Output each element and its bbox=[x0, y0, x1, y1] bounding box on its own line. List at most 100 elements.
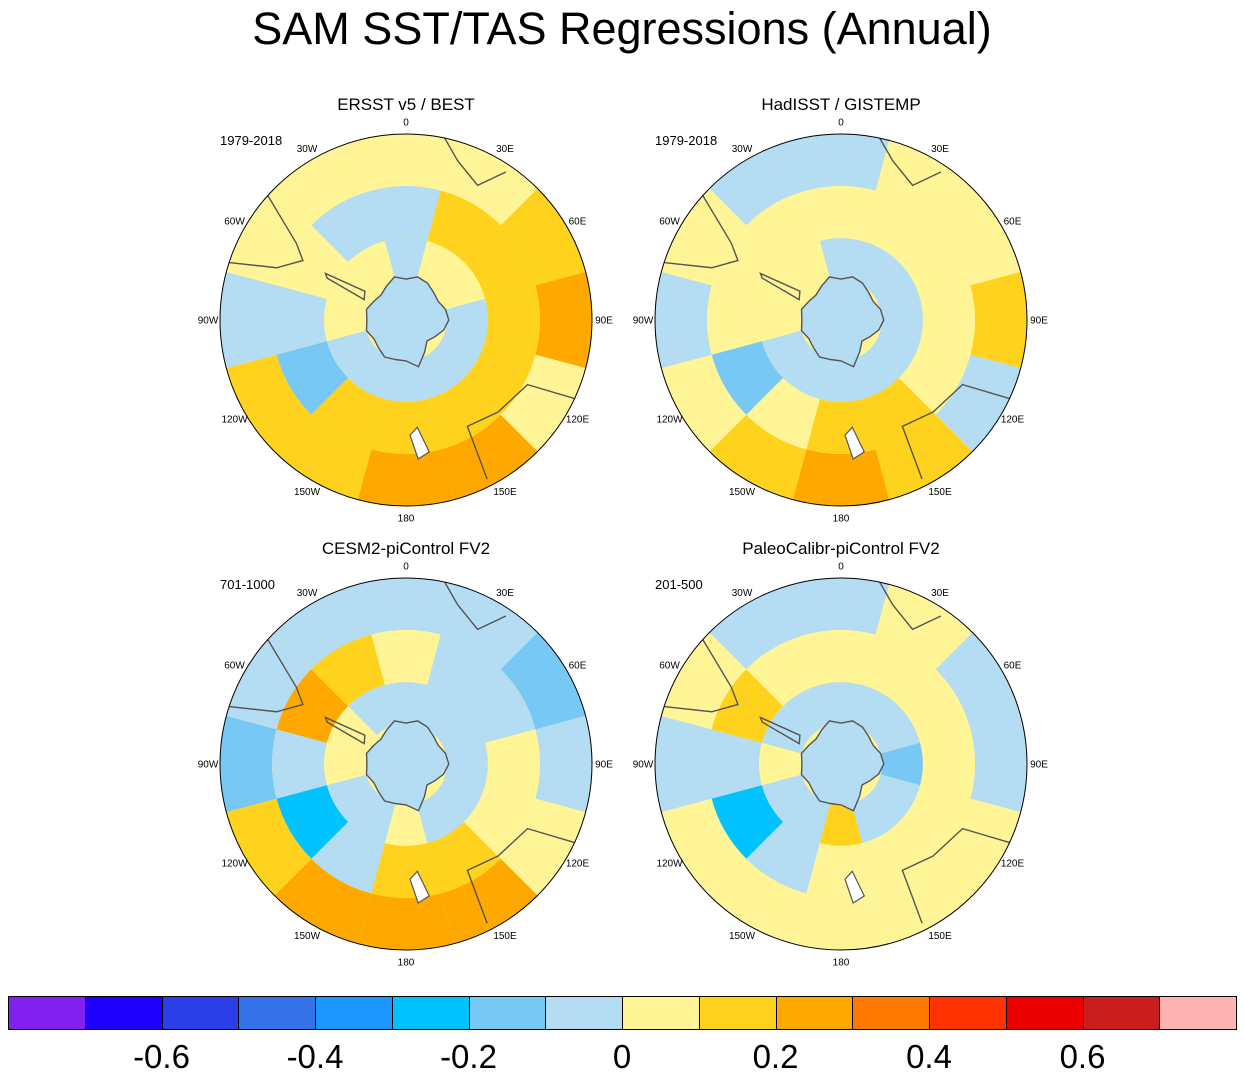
lon-label: 30E bbox=[931, 588, 949, 599]
anomaly-cell bbox=[427, 634, 501, 707]
anomaly-cell bbox=[348, 792, 396, 844]
anomaly-cell bbox=[485, 285, 540, 355]
chart-title: SAM SST/TAS Regressions (Annual) bbox=[252, 3, 992, 54]
lon-label: 180 bbox=[398, 958, 415, 969]
anomaly-cell bbox=[463, 785, 536, 859]
colorbar-box bbox=[1159, 996, 1237, 1030]
anomaly-cell bbox=[440, 584, 538, 670]
anomaly-cell bbox=[500, 632, 586, 730]
anomaly-cell bbox=[357, 449, 455, 506]
anomaly-cell bbox=[792, 893, 890, 950]
colorbar-box bbox=[929, 996, 1007, 1030]
anomaly-cell bbox=[427, 377, 501, 450]
new-zealand-outline bbox=[409, 870, 431, 904]
anomaly-cell bbox=[500, 798, 586, 896]
new-zealand-outline bbox=[844, 426, 866, 460]
colorbar-box bbox=[8, 996, 86, 1030]
anomaly-cell bbox=[851, 348, 899, 400]
lon-label: 30W bbox=[732, 144, 753, 155]
anomaly-cell bbox=[709, 584, 807, 670]
lon-label: 30W bbox=[732, 588, 753, 599]
antarctica-outline bbox=[800, 276, 885, 368]
anomaly-cell bbox=[792, 578, 890, 635]
africa-outline bbox=[444, 137, 507, 187]
peninsula-outline bbox=[324, 716, 366, 745]
colorbar-tick-label: 0.2 bbox=[752, 1038, 799, 1075]
colorbar-box bbox=[775, 996, 854, 1030]
anomaly-cell bbox=[226, 798, 312, 896]
australia-outline bbox=[466, 827, 575, 924]
anomaly-cell bbox=[761, 330, 813, 378]
lon-label: 30E bbox=[931, 144, 949, 155]
africa-outline bbox=[879, 581, 942, 631]
colorbar-box bbox=[84, 996, 163, 1030]
anomaly-cell bbox=[416, 348, 464, 400]
anomaly-cell bbox=[311, 634, 385, 707]
lon-label: 120E bbox=[1001, 415, 1025, 426]
anomaly-cell bbox=[707, 285, 762, 355]
south-america-outline bbox=[229, 195, 304, 269]
lon-label: 150E bbox=[493, 487, 517, 498]
anomaly-cell bbox=[875, 140, 973, 226]
polar-map: 0 30E 60E 90E 120E 150E 180 150W 120W 90W 60W 30W bbox=[633, 562, 1049, 969]
anomaly-cell bbox=[711, 341, 784, 415]
anomaly-cell bbox=[935, 798, 1021, 896]
anomaly-cell bbox=[875, 858, 973, 944]
anomaly-cell bbox=[440, 414, 538, 500]
panel-title: HadISST / GISTEMP bbox=[761, 95, 921, 114]
lon-label: 0 bbox=[403, 118, 409, 129]
colorbar-box bbox=[238, 996, 316, 1030]
anomaly-cell bbox=[869, 330, 921, 378]
anomaly-cell bbox=[463, 225, 536, 299]
colorbar-box bbox=[622, 996, 700, 1030]
anomaly-cell bbox=[851, 240, 899, 292]
map-border bbox=[219, 577, 593, 951]
anomaly-cell bbox=[819, 682, 863, 725]
anomaly-cell bbox=[783, 240, 831, 292]
anomaly-cell bbox=[500, 354, 586, 452]
anomaly-cell bbox=[384, 359, 428, 402]
colorbar-box bbox=[391, 996, 470, 1030]
lon-label: 60W bbox=[224, 661, 245, 672]
anomaly-cell bbox=[920, 729, 975, 799]
map-border bbox=[654, 133, 1028, 507]
antarctica-outline bbox=[800, 720, 885, 812]
antarctica-outline bbox=[365, 276, 450, 368]
lon-label: 150W bbox=[729, 487, 756, 498]
south-america-outline bbox=[664, 195, 739, 269]
lon-label: 90W bbox=[633, 316, 654, 327]
africa-outline bbox=[444, 581, 507, 631]
anomaly-cell bbox=[862, 821, 936, 894]
lon-label: 90E bbox=[1030, 316, 1048, 327]
anomaly-cell bbox=[220, 715, 277, 813]
lon-label: 150W bbox=[729, 931, 756, 942]
lon-label: 150E bbox=[928, 931, 952, 942]
anomaly-cell bbox=[920, 285, 975, 355]
anomaly-cell bbox=[535, 271, 592, 369]
lon-label: 90E bbox=[1030, 760, 1048, 771]
polar-map: 0 30E 60E 90E 120E 150E 180 150W 120W 90W 60W 30W bbox=[198, 118, 614, 525]
anomaly-cell bbox=[220, 271, 277, 369]
africa-outline bbox=[879, 137, 942, 187]
south-america-outline bbox=[229, 639, 304, 713]
anomaly-cell bbox=[357, 893, 455, 950]
colorbar-tick-label: -0.6 bbox=[133, 1038, 190, 1075]
anomaly-cell bbox=[276, 341, 349, 415]
anomaly-cell bbox=[226, 188, 312, 286]
new-zealand-outline bbox=[409, 426, 431, 460]
antarctica-outline bbox=[365, 720, 450, 812]
anomaly-cell bbox=[851, 792, 899, 844]
anomaly-cell bbox=[806, 186, 876, 241]
anomaly-cell bbox=[272, 729, 327, 799]
new-zealand-outline bbox=[844, 870, 866, 904]
anomaly-cell bbox=[898, 225, 971, 299]
map-panel-2: HadISST / GISTEMP 1979-2018 0 30E 60E 90E 120E… bbox=[591, 95, 1091, 525]
australia-outline bbox=[466, 383, 575, 480]
anomaly-cell bbox=[357, 134, 455, 191]
lon-label: 180 bbox=[398, 514, 415, 525]
anomaly-cell bbox=[935, 188, 1021, 286]
lon-label: 30E bbox=[496, 144, 514, 155]
south-america-outline bbox=[664, 639, 739, 713]
anomaly-cell bbox=[445, 298, 488, 342]
lon-label: 180 bbox=[833, 958, 850, 969]
